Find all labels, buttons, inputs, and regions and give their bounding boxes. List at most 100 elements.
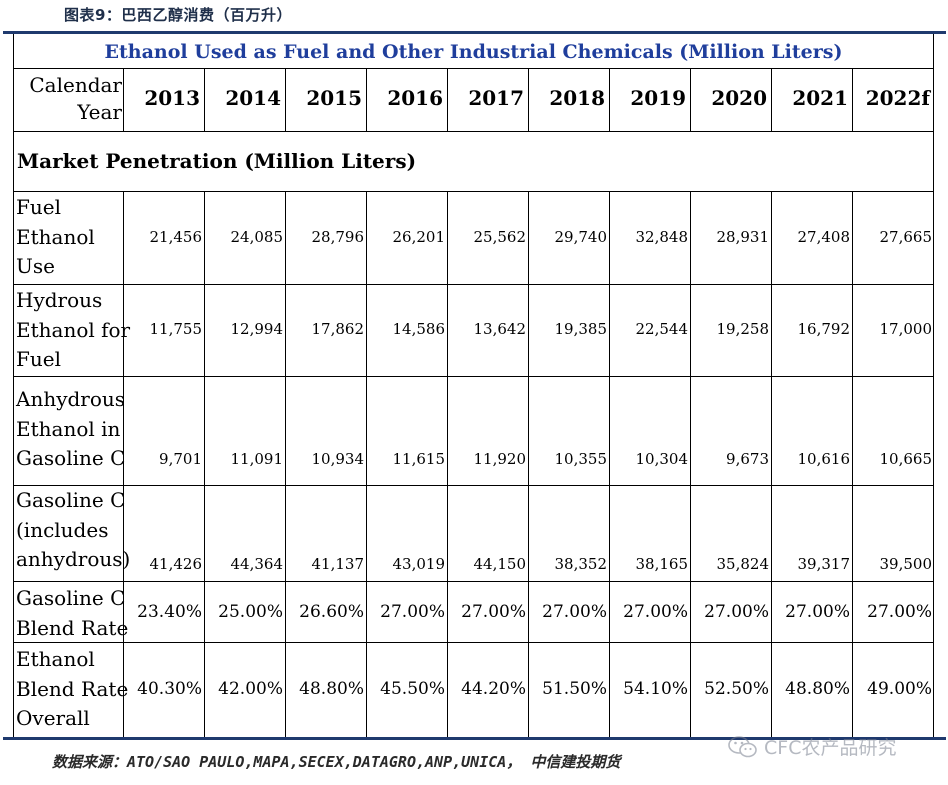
table-cell: 25.00% [218, 602, 283, 622]
table-cell: 9,673 [726, 450, 769, 468]
table-cell: 27.00% [704, 602, 769, 622]
row-divider [13, 284, 934, 285]
table-cell: 26.60% [299, 602, 364, 622]
column-divider [852, 68, 853, 131]
row-label-line: Fuel [16, 195, 61, 219]
table-cell: 43,019 [392, 555, 446, 573]
row-divider [13, 131, 934, 132]
table-cell: 27,408 [797, 228, 851, 246]
calendar-year-header-line2: Year [77, 100, 122, 124]
table-cell: 11,920 [473, 450, 527, 468]
column-divider [528, 68, 529, 131]
row-label: Anhydrous Ethanol in Gasoline C [16, 385, 125, 474]
table-cell: 27.00% [623, 602, 688, 622]
year-header: 2020 [711, 86, 767, 110]
table-cell: 14,586 [392, 320, 446, 338]
table-cell: 17,000 [879, 320, 933, 338]
row-label-line: Overall [16, 706, 90, 731]
table-cell: 44,150 [473, 555, 527, 573]
table-cell: 44.20% [461, 679, 526, 699]
table-cell: 19,258 [716, 320, 770, 338]
table-cell: 45.50% [380, 679, 445, 699]
row-divider [13, 581, 934, 582]
column-divider [366, 191, 367, 737]
section-heading: Market Penetration (Million Liters) [17, 149, 417, 173]
calendar-year-header: Calendar Year [14, 72, 122, 126]
table-cell: 16,792 [797, 320, 851, 338]
table-cell: 27.00% [380, 602, 445, 622]
table-cell: 38,165 [635, 555, 689, 573]
column-divider [690, 68, 691, 131]
column-divider [123, 191, 124, 737]
table-frame [13, 34, 934, 737]
table-cell: 41,137 [311, 555, 365, 573]
year-header: 2015 [306, 86, 362, 110]
table-cell: 25,562 [473, 228, 527, 246]
row-divider [13, 68, 934, 69]
row-label-line: (includes [16, 517, 109, 542]
table-cell: 27.00% [785, 602, 850, 622]
row-divider [13, 376, 934, 377]
column-divider [204, 68, 205, 131]
table-cell: 39,317 [797, 555, 851, 573]
table-cell: 51.50% [542, 679, 607, 699]
row-label-line: Gasoline C [16, 586, 126, 610]
table-cell: 29,740 [554, 228, 608, 246]
table-cell: 24,085 [230, 228, 284, 246]
table-cell: 28,931 [716, 228, 770, 246]
column-divider [123, 68, 124, 131]
table-cell: 54.10% [623, 679, 688, 699]
table-cell: 11,615 [392, 450, 446, 468]
column-divider [447, 191, 448, 737]
year-header: 2022f [865, 86, 930, 110]
table-cell: 12,994 [230, 320, 284, 338]
table-cell: 32,848 [635, 228, 689, 246]
row-label: Gasoline C (includes anhydrous) [16, 486, 130, 575]
top-rule [3, 31, 946, 34]
table-cell: 49.00% [867, 679, 932, 699]
row-label-line: Hydrous [16, 288, 103, 312]
row-label-line: Gasoline C [16, 446, 126, 471]
year-header: 2021 [792, 86, 848, 110]
table-cell: 44,364 [230, 555, 284, 573]
year-header: 2013 [144, 86, 200, 110]
table-cell: 26,201 [392, 228, 446, 246]
table-cell: 42.00% [218, 679, 283, 699]
table-cell: 10,304 [635, 450, 689, 468]
table-cell: 38,352 [554, 555, 608, 573]
year-header: 2019 [630, 86, 686, 110]
row-label-line: Ethanol for [16, 317, 131, 342]
column-divider [285, 68, 286, 131]
watermark-text: CFC农产品研究 [764, 737, 897, 759]
table-cell: 27,665 [879, 228, 933, 246]
table-cell: 27.00% [867, 602, 932, 622]
row-label-line: anhydrous) [16, 547, 131, 572]
column-divider [609, 191, 610, 737]
table-cell: 11,091 [230, 450, 284, 468]
table-cell: 10,665 [879, 450, 933, 468]
table-cell: 13,642 [473, 320, 527, 338]
column-divider [204, 191, 205, 737]
column-divider [528, 191, 529, 737]
column-divider [771, 191, 772, 737]
row-label-line: Blend Rate [16, 676, 129, 701]
row-label-line: Fuel [16, 347, 61, 372]
row-label-line: Anhydrous [16, 387, 126, 411]
table-title: Ethanol Used as Fuel and Other Industria… [104, 41, 843, 63]
table-cell: 27.00% [542, 602, 607, 622]
row-label: Fuel Ethanol Use [16, 193, 95, 282]
table-cell: 27.00% [461, 602, 526, 622]
table-cell: 35,824 [716, 555, 770, 573]
column-divider [285, 191, 286, 737]
watermark: CFC农产品研究 [728, 733, 896, 760]
column-divider [771, 68, 772, 131]
column-divider [690, 191, 691, 737]
table-cell: 19,385 [554, 320, 608, 338]
table-cell: 39,500 [879, 555, 933, 573]
table-cell: 10,355 [554, 450, 608, 468]
year-header: 2016 [387, 86, 443, 110]
row-label: Gasoline C Blend Rate [16, 584, 128, 643]
year-header: 2014 [225, 86, 281, 110]
figure-caption: 图表9：巴西乙醇消费（百万升） [64, 6, 292, 24]
table-cell: 11,755 [149, 320, 203, 338]
